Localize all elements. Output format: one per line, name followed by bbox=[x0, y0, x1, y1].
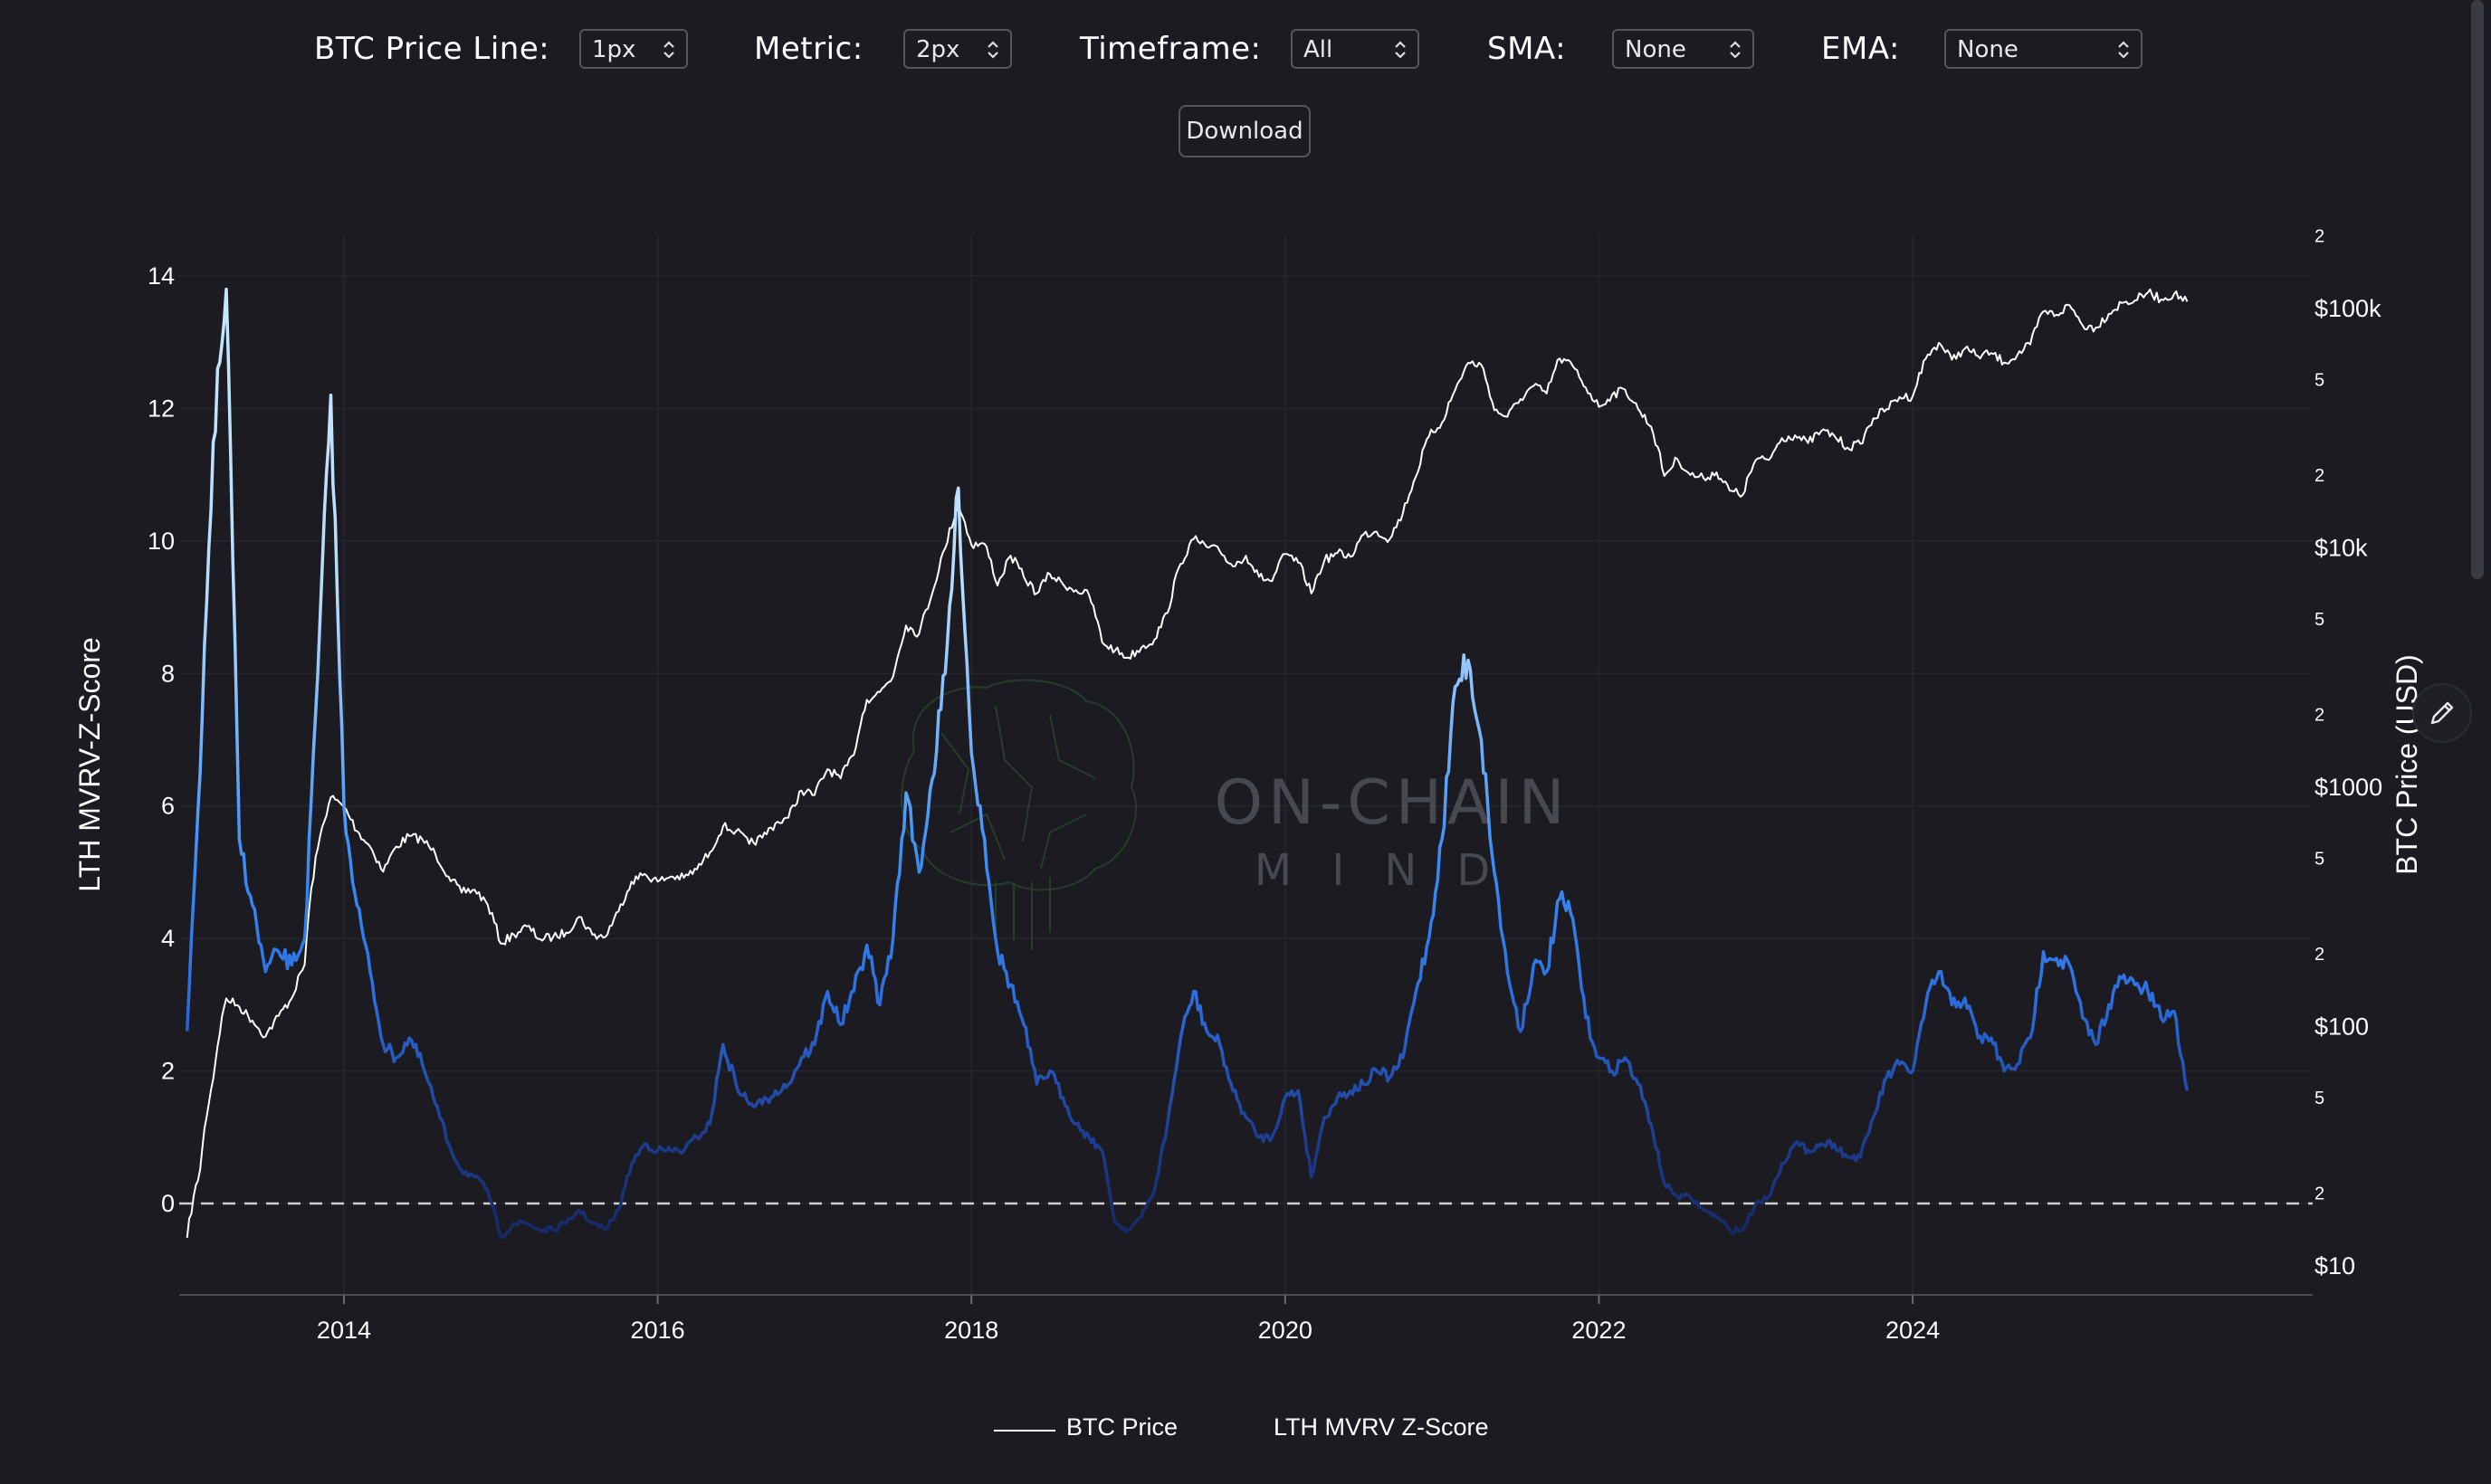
watermark-line1: ON-CHAIN bbox=[1215, 767, 1570, 839]
right-tick-label: $100 bbox=[2314, 1013, 2369, 1041]
right-tick-label: 2 bbox=[2314, 945, 2324, 965]
x-tick-label: 2018 bbox=[944, 1317, 998, 1344]
left-tick-label: 12 bbox=[148, 395, 175, 422]
price-line-value: 1px bbox=[592, 36, 636, 63]
timeframe-value: All bbox=[1303, 36, 1333, 63]
sma-value: None bbox=[1625, 36, 1686, 63]
right-tick-label: 5 bbox=[2314, 850, 2324, 870]
right-tick-label: 2 bbox=[2314, 226, 2324, 246]
sma-select[interactable]: None bbox=[1612, 29, 1754, 69]
right-axis-ticks: $10 2 5 $100 2 5 $1000 2 5 $10k 2 5 $100k 2 bbox=[2314, 226, 2382, 1279]
legend-price-label[interactable]: BTC Price bbox=[1066, 1413, 1179, 1441]
x-tick-label: 2022 bbox=[1571, 1317, 1626, 1344]
left-tick-label: 4 bbox=[161, 925, 175, 952]
right-tick-label: $1000 bbox=[2314, 774, 2382, 801]
brain-icon bbox=[901, 679, 1137, 950]
up-down-chevron-icon bbox=[663, 41, 674, 59]
left-tick-label: 10 bbox=[148, 528, 175, 555]
left-axis-label: LTH MVRV-Z-Score bbox=[73, 637, 106, 892]
watermark-line2: MIND bbox=[1255, 845, 1530, 896]
download-button[interactable]: Download bbox=[1179, 105, 1311, 157]
up-down-chevron-icon bbox=[1395, 41, 1406, 59]
watermark-logo: ON-CHAIN MIND bbox=[901, 679, 1570, 950]
timeframe-label: Timeframe: bbox=[1080, 31, 1262, 67]
chart-grid bbox=[179, 235, 2313, 1295]
metric-label: Metric: bbox=[754, 31, 864, 67]
right-tick-label: $10k bbox=[2314, 535, 2368, 562]
up-down-chevron-icon bbox=[988, 41, 998, 59]
right-tick-label: $10 bbox=[2314, 1252, 2355, 1279]
right-tick-label: 5 bbox=[2314, 610, 2324, 630]
x-tick-label: 2024 bbox=[1885, 1317, 1940, 1344]
left-tick-label: 2 bbox=[161, 1058, 175, 1085]
left-axis-ticks: 0 2 4 6 8 10 12 14 bbox=[148, 262, 175, 1217]
up-down-chevron-icon bbox=[2118, 41, 2129, 59]
right-tick-label: 5 bbox=[2314, 1089, 2324, 1108]
price-line-label: BTC Price Line: bbox=[314, 31, 550, 67]
page-scrollbar[interactable] bbox=[2471, 0, 2484, 579]
right-tick-label: 2 bbox=[2314, 466, 2324, 486]
x-tick-label: 2020 bbox=[1258, 1317, 1312, 1344]
ema-value: None bbox=[1957, 36, 2019, 63]
btc-price-line bbox=[186, 288, 2189, 1239]
timeframe-select[interactable]: All bbox=[1291, 29, 1419, 69]
ema-select[interactable]: None bbox=[1944, 29, 2143, 69]
metric-line-select[interactable]: 2px bbox=[903, 29, 1012, 69]
right-axis-label: BTC Price (USD) bbox=[2391, 654, 2423, 875]
sma-label: SMA: bbox=[1487, 31, 1567, 67]
left-tick-label: 8 bbox=[161, 660, 175, 687]
right-tick-label: 2 bbox=[2314, 1184, 2324, 1203]
x-tick-label: 2014 bbox=[317, 1317, 371, 1344]
x-axis-ticks: 2014 2016 2018 2020 2022 2024 bbox=[317, 1295, 1940, 1344]
left-tick-label: 14 bbox=[148, 262, 175, 290]
left-tick-label: 6 bbox=[161, 793, 175, 820]
ema-label: EMA: bbox=[1821, 31, 1900, 67]
up-down-chevron-icon bbox=[1730, 41, 1741, 59]
right-tick-label: 2 bbox=[2314, 705, 2324, 725]
left-tick-label: 0 bbox=[161, 1190, 175, 1217]
legend-price-swatch bbox=[994, 1430, 1055, 1432]
right-tick-label: 5 bbox=[2314, 371, 2324, 391]
x-tick-label: 2016 bbox=[631, 1317, 685, 1344]
series-lines bbox=[185, 287, 2190, 1240]
chart-controls-toolbar: BTC Price Line: 1px Metric: 2px Timefram… bbox=[0, 20, 2491, 83]
lth-mvrv-zscore-line bbox=[185, 287, 2190, 1240]
pencil-icon bbox=[2430, 701, 2454, 725]
metric-line-value: 2px bbox=[916, 36, 960, 63]
right-tick-label: $100k bbox=[2314, 295, 2381, 322]
price-line-select[interactable]: 1px bbox=[579, 29, 688, 69]
edit-button[interactable] bbox=[2412, 683, 2472, 743]
legend-zscore-label[interactable]: LTH MVRV Z-Score bbox=[1274, 1413, 1489, 1441]
